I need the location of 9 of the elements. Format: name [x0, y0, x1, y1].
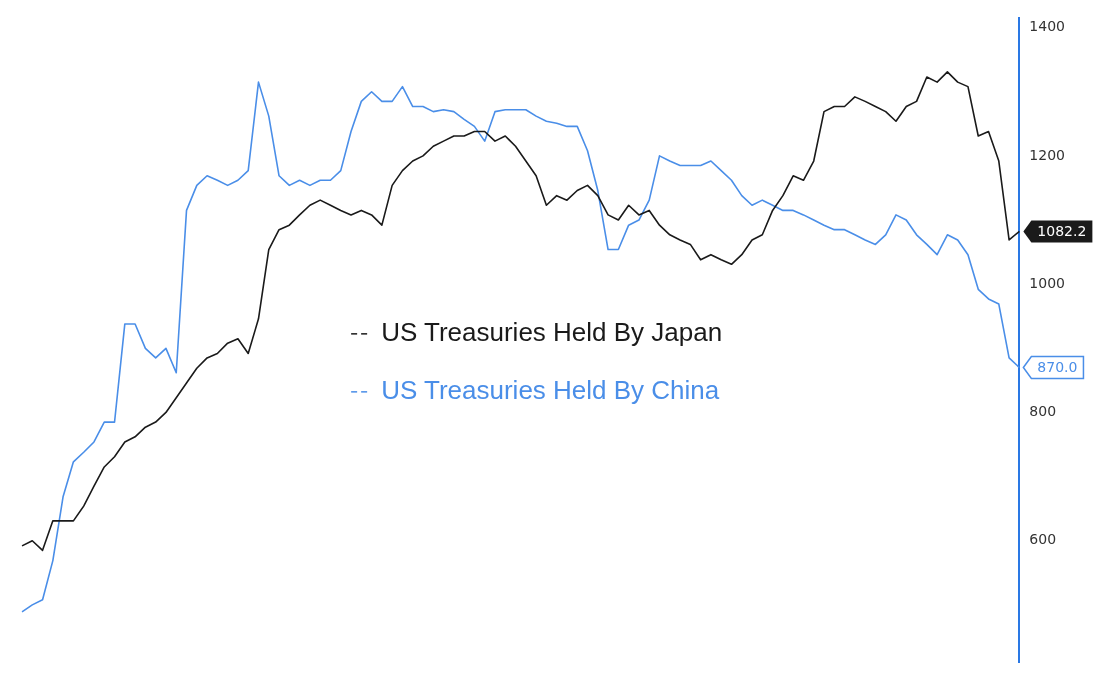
y-tick-label: 800: [1029, 403, 1057, 420]
y-tick-label: 1400: [1029, 18, 1066, 35]
y-tick-label: 1000: [1029, 274, 1066, 291]
data-label: 870.0: [1037, 359, 1078, 376]
legend-label: US Treasuries Held By China: [381, 375, 720, 406]
data-label: 1082.2: [1037, 223, 1087, 240]
legend-label: US Treasuries Held By Japan: [381, 317, 723, 348]
y-tick-label: 600: [1029, 531, 1057, 548]
y-tick-label: 1200: [1029, 146, 1066, 163]
